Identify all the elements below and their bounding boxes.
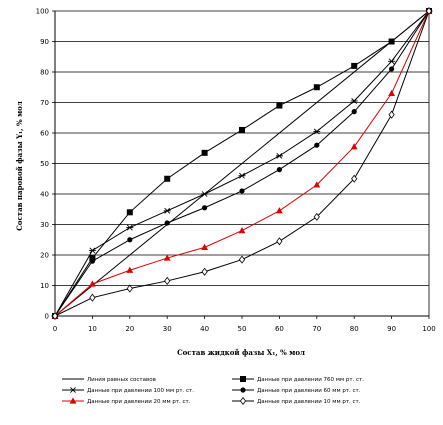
legend: Линия равных составов Данные при давлении…: [62, 376, 364, 406]
data-point-s3-7: [314, 142, 320, 148]
data-point-s1-1: [89, 255, 96, 262]
axes: [52, 10, 430, 319]
x-tick-label: 20: [125, 325, 134, 333]
legend-label-0: Линия равных составов: [87, 377, 156, 383]
data-point-s5-2: [126, 284, 133, 293]
data-point-s5-5: [238, 255, 246, 264]
x-tick-labels: 0 10 20 30 40 50 60 70 80 90 100: [53, 325, 436, 333]
data-point-s1-6: [276, 102, 283, 109]
y-tick-label: 80: [40, 69, 49, 77]
data-point-s5-4: [201, 267, 208, 276]
data-point-s4-2: [126, 266, 134, 273]
data-point-s5-9: [388, 110, 395, 119]
data-point-s4-5: [238, 227, 246, 234]
data-point-s2-6: [275, 152, 283, 159]
y-tick-label: 0: [45, 313, 49, 321]
y-tick-label: 40: [40, 191, 49, 199]
data-point-s1-4: [201, 149, 208, 156]
y-tick-label: 50: [40, 160, 49, 168]
legend-marker-5: [239, 396, 247, 406]
y-tick-label: 10: [40, 282, 49, 290]
data-point-s2-5: [238, 172, 246, 179]
data-point-s4-1: [89, 280, 96, 287]
legend-marker-2: [69, 387, 77, 393]
data-point-s2-2: [126, 224, 134, 231]
data-point-s3-5: [239, 188, 245, 194]
data-point-s5-8: [351, 174, 358, 183]
data-point-s2-9: [388, 58, 396, 65]
y-tick-label: 60: [40, 130, 49, 138]
legend-item-2: Данные при давлении 100 мм рт. ст.: [62, 387, 194, 394]
x-tick-label: 30: [163, 325, 172, 333]
x-tick-label: 60: [275, 325, 284, 333]
x-tick-label: 40: [200, 325, 209, 333]
data-point-s1-8: [351, 62, 358, 69]
data-point-s2-4: [201, 191, 209, 197]
x-tick-label: 80: [350, 325, 359, 333]
y-axis-label: Состав паровой фазы Y₁, % мол: [15, 101, 24, 231]
x-axis-label: Состав жидкой фазы X₁, % мол: [177, 348, 305, 357]
legend-marker-1: [240, 376, 246, 382]
y-tick-labels: 0 10 20 30 40 50 60 70 80 90 100: [36, 8, 49, 321]
data-point-s3-9: [389, 66, 395, 72]
legend-item-3: Данные при давлении 60 мм рт. ст.: [232, 387, 361, 394]
data-point-s3-1: [89, 258, 95, 264]
y-tick-label: 100: [36, 8, 49, 16]
data-point-s4-7: [313, 181, 321, 188]
x-tick-label: 70: [312, 325, 321, 333]
y-tick-label: 20: [40, 252, 49, 260]
data-point-s5-10: [425, 6, 433, 16]
data-point-s3-3: [164, 220, 170, 226]
data-point-s2-7: [313, 128, 321, 135]
legend-label-5: Данные при давлении 10 мм рт. ст.: [257, 399, 361, 405]
x-tick-label: 100: [422, 325, 435, 333]
data-point-s4-6: [276, 207, 283, 214]
data-point-s1-5: [239, 126, 245, 133]
x-tick-label: 10: [88, 325, 97, 333]
data-point-s4-3: [163, 254, 171, 261]
data-point-s3-6: [276, 167, 282, 173]
data-point-s5-3: [164, 276, 171, 285]
legend-label-1: Данные при давлении 760 мм рт. ст.: [257, 377, 364, 383]
data-point-s1-9: [388, 38, 395, 45]
data-point-s2-3: [163, 207, 171, 214]
legend-item-1: Данные при давлении 760 мм рт. ст.: [232, 376, 364, 383]
data-point-s1-3: [164, 175, 171, 182]
x-tick-label: 50: [238, 325, 247, 333]
data-point-s5-7: [313, 212, 320, 221]
x-tick-label: 90: [387, 325, 396, 333]
legend-label-3: Данные при давлении 60 мм рт. ст.: [257, 388, 361, 394]
legend-item-4: Данные при давлении 20 мм рт. ст.: [62, 397, 191, 405]
legend-marker-4: [69, 397, 77, 404]
data-point-s1-7: [313, 84, 320, 91]
data-point-s2-1: [88, 247, 96, 254]
legend-item-5: Данные при давлении 10 мм рт. ст.: [232, 396, 361, 406]
legend-label-4: Данные при давлении 20 мм рт. ст.: [87, 399, 191, 405]
x-tick-label: 0: [53, 325, 57, 333]
y-tick-label: 70: [40, 99, 49, 107]
data-point-s1-2: [126, 209, 133, 216]
legend-marker-3: [240, 387, 246, 393]
data-point-s3-8: [351, 109, 357, 115]
data-point-s3-2: [127, 237, 133, 243]
legend-label-2: Данные при давлении 100 мм рт. ст.: [87, 388, 194, 394]
y-tick-label: 90: [40, 38, 49, 46]
data-point-s4-4: [201, 243, 208, 250]
series-group: [51, 6, 433, 321]
grid-lines: [55, 10, 429, 286]
data-point-s5-0: [51, 311, 59, 321]
data-point-s5-6: [276, 237, 283, 246]
data-point-s4-8: [350, 143, 358, 150]
legend-item-0: Линия равных составов: [62, 377, 156, 383]
series-line-0: [54, 10, 430, 317]
data-point-s2-8: [350, 98, 358, 104]
data-point-s3-4: [202, 205, 208, 211]
data-point-s5-1: [89, 293, 96, 302]
data-point-s4-9: [388, 89, 395, 96]
y-tick-label: 30: [40, 221, 49, 229]
